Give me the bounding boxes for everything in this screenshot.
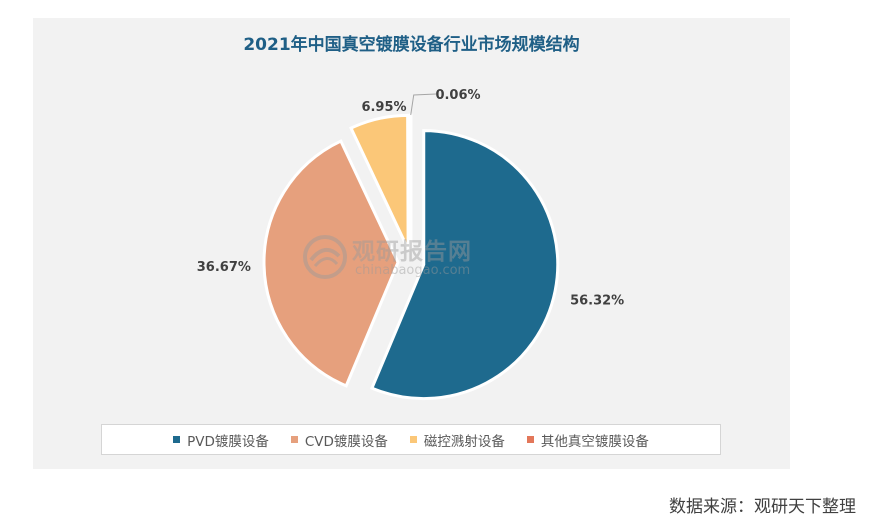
legend-swatch-pvd: [173, 436, 181, 443]
chart-title: 2021年中国真空镀膜设备行业市场规模结构: [243, 35, 580, 55]
pie-slice-pvd: [369, 129, 560, 401]
data-label-pvd: 56.32%: [570, 293, 624, 308]
data-label-sputtering: 6.95%: [361, 100, 406, 115]
legend-swatch-other: [526, 436, 534, 443]
legend-item-cvd: CVD镀膜设备: [290, 430, 388, 450]
watermark: 观研报告网 chinabaogao.com: [300, 230, 520, 286]
leader-line-other: [410, 93, 437, 116]
legend-label-other: 其他真空镀膜设备: [540, 433, 649, 450]
legend-label-cvd: CVD镀膜设备: [304, 433, 388, 450]
legend-item-sputtering: 磁控溅射设备: [409, 430, 505, 450]
watermark-cn: 观研报告网: [352, 239, 472, 265]
legend-label-pvd: PVD镀膜设备: [187, 433, 269, 450]
pie-slice-other: [408, 113, 413, 250]
legend-label-sputtering: 磁控溅射设备: [423, 433, 505, 450]
data-label-cvd: 36.67%: [197, 260, 251, 275]
pie-slice-sputtering: [349, 113, 410, 250]
pie-slice-cvd: [262, 139, 400, 388]
legend-item-other: 其他真空镀膜设备: [526, 430, 649, 450]
legend-item-pvd: PVD镀膜设备: [173, 430, 269, 450]
watermark-en: chinabaogao.com: [355, 263, 471, 278]
data-label-other: 0.06%: [435, 88, 480, 103]
watermark-logo-icon: [303, 235, 347, 279]
legend-swatch-sputtering: [409, 436, 417, 443]
source-note: 数据来源：观研天下整理: [669, 497, 856, 517]
legend-swatch-cvd: [290, 436, 298, 443]
chart-legend: PVD镀膜设备 CVD镀膜设备 磁控溅射设备 其他真空镀膜设备: [101, 424, 721, 455]
